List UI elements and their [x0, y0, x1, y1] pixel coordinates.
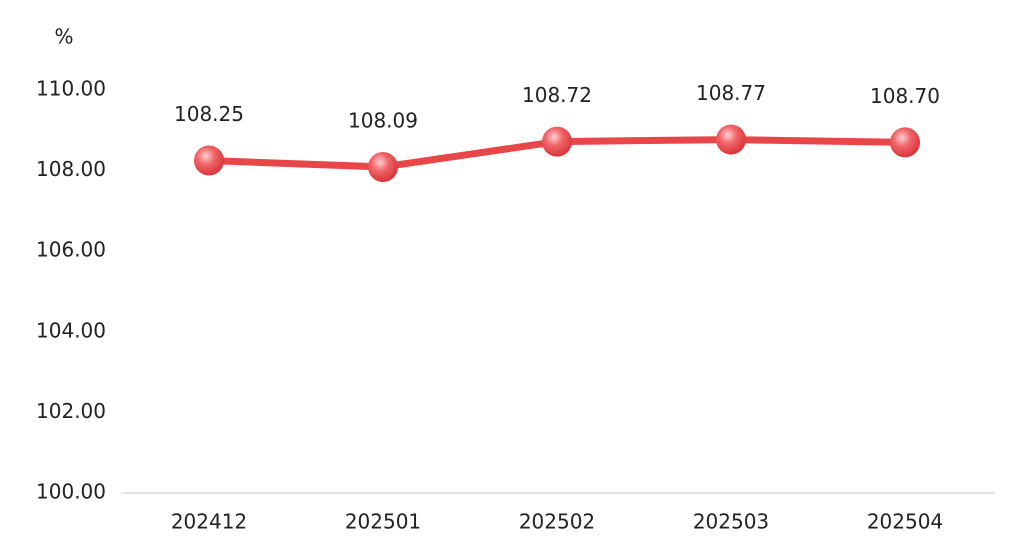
data-label: 108.09 [348, 108, 418, 132]
point-marker [542, 126, 572, 157]
x-tick-label: 202412 [171, 510, 247, 534]
y-tick-label: 104.00 [36, 318, 106, 342]
y-tick-label: 100.00 [36, 480, 106, 504]
y-tick-label: 110.00 [36, 77, 106, 101]
point-marker [194, 145, 224, 176]
data-label: 108.25 [174, 102, 244, 126]
data-label: 108.72 [522, 83, 592, 107]
point-marker [368, 151, 398, 182]
x-tick-label: 202501 [345, 510, 421, 534]
y-tick-label: 102.00 [36, 399, 106, 423]
point-marker [716, 124, 746, 155]
x-tick-label: 202504 [867, 510, 943, 534]
y-tick-label: 108.00 [36, 157, 106, 181]
data-label: 108.70 [870, 84, 940, 108]
y-axis-unit: % [54, 25, 73, 49]
point-marker [890, 127, 920, 158]
data-label: 108.77 [696, 81, 766, 105]
x-tick-label: 202503 [693, 510, 769, 534]
x-tick-label: 202502 [519, 510, 595, 534]
y-tick-label: 106.00 [36, 238, 106, 262]
